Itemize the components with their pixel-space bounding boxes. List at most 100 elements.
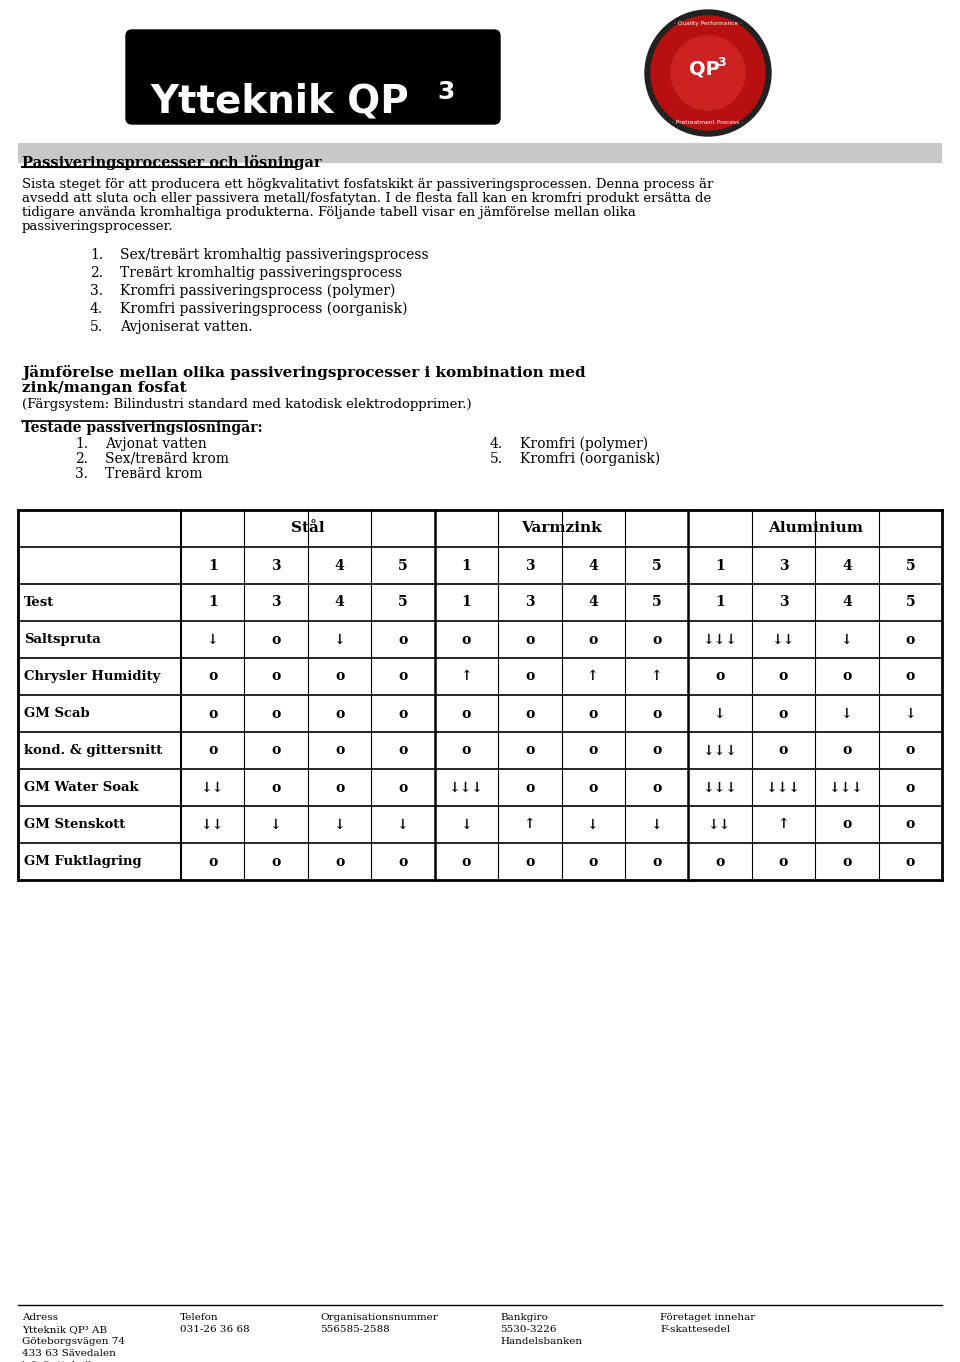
Text: o: o: [525, 707, 535, 720]
Text: 5: 5: [398, 595, 408, 610]
Text: o: o: [208, 744, 217, 757]
Text: 3: 3: [272, 595, 281, 610]
Text: 5: 5: [652, 595, 661, 610]
Text: o: o: [905, 854, 915, 869]
Text: o: o: [525, 632, 535, 647]
Text: 3: 3: [779, 558, 788, 572]
Text: o: o: [525, 744, 535, 757]
Text: passiveringsprocesser.: passiveringsprocesser.: [22, 221, 174, 233]
Text: Stål: Stål: [291, 522, 324, 535]
Text: o: o: [652, 707, 661, 720]
Text: o: o: [272, 707, 280, 720]
Text: 5.: 5.: [90, 320, 103, 334]
Text: 3: 3: [437, 80, 454, 104]
Text: o: o: [208, 707, 217, 720]
Circle shape: [645, 10, 771, 136]
Text: 3.: 3.: [75, 467, 88, 481]
Text: o: o: [208, 854, 217, 869]
Text: ↓↓↓: ↓↓↓: [829, 780, 864, 794]
Text: F-skattesedel: F-skattesedel: [660, 1325, 731, 1333]
Text: Avjoniserat vatten.: Avjoniserat vatten.: [120, 320, 252, 334]
Text: o: o: [779, 744, 788, 757]
Text: o: o: [779, 854, 788, 869]
Text: 1: 1: [715, 558, 725, 572]
Text: Jämförelse mellan olika passiveringsprocesser i kombination med: Jämförelse mellan olika passiveringsproc…: [22, 365, 586, 380]
Text: 031-26 36 68: 031-26 36 68: [180, 1325, 250, 1333]
Text: o: o: [842, 670, 852, 684]
Text: zink/mangan fosfat: zink/mangan fosfat: [22, 381, 186, 395]
Text: o: o: [588, 632, 598, 647]
Text: 1: 1: [462, 558, 471, 572]
Text: ↓: ↓: [207, 632, 219, 647]
Text: o: o: [398, 854, 408, 869]
Text: 1: 1: [462, 595, 471, 610]
Text: ↓: ↓: [397, 817, 409, 831]
Text: ↓: ↓: [651, 817, 662, 831]
Text: ↓: ↓: [904, 707, 916, 720]
Text: 1: 1: [207, 558, 218, 572]
Text: 2.: 2.: [90, 266, 103, 281]
Text: ↓: ↓: [271, 817, 282, 831]
Text: ↑: ↑: [778, 817, 789, 831]
Text: o: o: [398, 670, 408, 684]
Text: Kromfri (polymer): Kromfri (polymer): [520, 437, 648, 451]
Text: Kromfri (oorganisk): Kromfri (oorganisk): [520, 452, 660, 466]
Text: Kromfri passiveringsprocess (oorganisk): Kromfri passiveringsprocess (oorganisk): [120, 302, 407, 316]
Text: ↓↓↓: ↓↓↓: [766, 780, 801, 794]
Text: 4.: 4.: [490, 437, 503, 451]
Text: ↑: ↑: [651, 670, 662, 684]
Text: o: o: [652, 780, 661, 794]
Text: 4: 4: [588, 558, 598, 572]
Text: o: o: [462, 854, 471, 869]
Text: o: o: [588, 854, 598, 869]
Text: tidigare använda kromhaltiga produkterna. Följande tabell visar en jämförelse me: tidigare använda kromhaltiga produkterna…: [22, 206, 636, 219]
Text: 5: 5: [905, 558, 915, 572]
Text: Trевärt kromhaltig passiveringsprocess: Trевärt kromhaltig passiveringsprocess: [120, 266, 402, 281]
Text: Adress: Adress: [22, 1313, 58, 1323]
Text: 4: 4: [335, 595, 345, 610]
Text: ↓: ↓: [714, 707, 726, 720]
Text: Telefon: Telefon: [180, 1313, 219, 1323]
FancyBboxPatch shape: [126, 30, 500, 124]
Text: Ytteknik QP³ AB: Ytteknik QP³ AB: [22, 1325, 108, 1333]
Text: ↓↓↓: ↓↓↓: [703, 744, 737, 757]
Text: ↓↓↓: ↓↓↓: [703, 632, 737, 647]
Text: o: o: [398, 780, 408, 794]
Text: o: o: [525, 780, 535, 794]
Text: GM Water Soak: GM Water Soak: [24, 780, 138, 794]
Circle shape: [671, 35, 745, 110]
Text: 5: 5: [652, 558, 661, 572]
Text: 4: 4: [842, 595, 852, 610]
Text: o: o: [652, 632, 661, 647]
Text: ↓: ↓: [334, 632, 346, 647]
Text: o: o: [588, 707, 598, 720]
Text: Sex/trевärt kromhaltig passiveringsprocess: Sex/trевärt kromhaltig passiveringsproce…: [120, 248, 428, 262]
Text: 3: 3: [525, 558, 535, 572]
Text: 5.: 5.: [490, 452, 503, 466]
Text: Organisationsnummer: Organisationsnummer: [320, 1313, 438, 1323]
Text: 1.: 1.: [90, 248, 103, 262]
Text: ↓↓↓: ↓↓↓: [449, 780, 484, 794]
Text: Chrysler Humidity: Chrysler Humidity: [24, 670, 160, 682]
Text: o: o: [525, 854, 535, 869]
Text: o: o: [462, 632, 471, 647]
Text: o: o: [398, 744, 408, 757]
Text: 3.: 3.: [90, 285, 103, 298]
Text: 1.: 1.: [75, 437, 88, 451]
Text: ↓: ↓: [841, 707, 852, 720]
Text: ↓: ↓: [588, 817, 599, 831]
Text: Varmzink: Varmzink: [521, 522, 602, 535]
Text: o: o: [905, 780, 915, 794]
Text: o: o: [272, 670, 280, 684]
Text: o: o: [272, 780, 280, 794]
Text: o: o: [335, 744, 345, 757]
Text: Sista steget för att producera ett högkvalitativt fosfatskikt är passiveringspro: Sista steget för att producera ett högkv…: [22, 178, 713, 191]
Text: 3: 3: [718, 56, 727, 69]
Text: GM Stenskott: GM Stenskott: [24, 819, 125, 831]
Text: Bankgiro: Bankgiro: [500, 1313, 548, 1323]
Text: o: o: [905, 817, 915, 831]
Text: Test: Test: [24, 597, 55, 609]
Text: 3: 3: [272, 558, 281, 572]
Text: 3: 3: [525, 595, 535, 610]
Text: 5: 5: [905, 595, 915, 610]
